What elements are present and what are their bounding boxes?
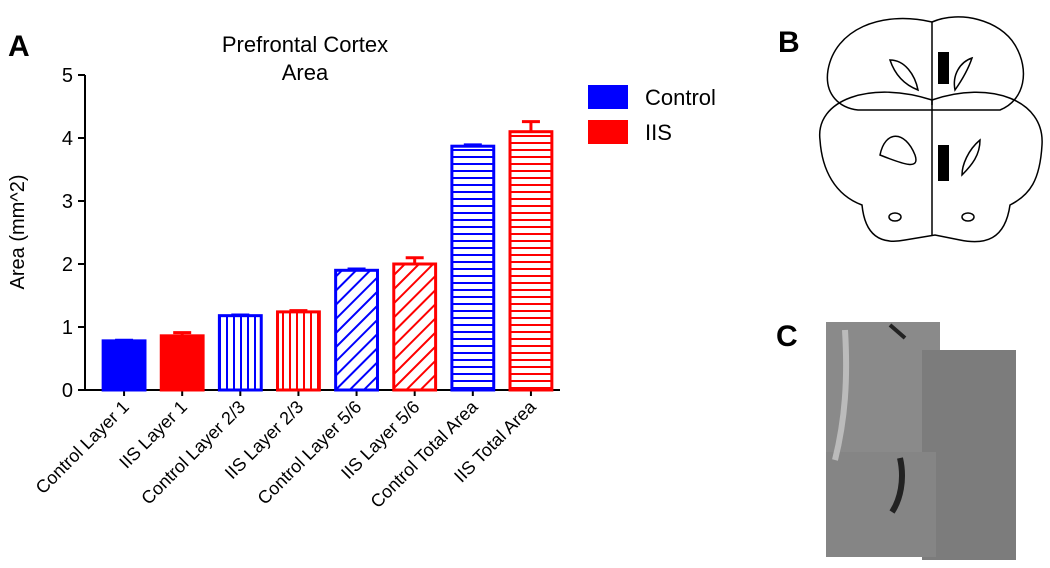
- y-axis-label: Area (mm^2): [7, 175, 29, 290]
- y-tick-label: 1: [62, 317, 73, 339]
- bar: [508, 130, 554, 392]
- x-tick-label: Control Layer 5/6: [254, 397, 366, 509]
- panel-label: B: [778, 26, 800, 59]
- bar: [101, 339, 147, 392]
- bar: [334, 268, 379, 392]
- legend-swatch: [588, 85, 628, 109]
- lesion-marker: [938, 145, 949, 181]
- y-tick-label: 5: [62, 65, 73, 87]
- y-tick-label: 3: [62, 191, 73, 213]
- lesion-marker: [938, 52, 949, 84]
- panel-label: A: [8, 30, 30, 63]
- y-tick-label: 2: [62, 254, 73, 276]
- x-tick-label: Control Layer 2/3: [137, 397, 249, 509]
- bar: [450, 144, 496, 392]
- legend-swatch: [588, 120, 628, 144]
- chart-title: Prefrontal Cortex: [222, 32, 388, 57]
- x-tick-label: Control Layer 1: [32, 397, 133, 498]
- legend-label: IIS: [645, 120, 672, 145]
- bar: [276, 310, 321, 392]
- bar: [392, 262, 438, 392]
- panel-label: C: [776, 320, 798, 353]
- bar: [217, 314, 263, 392]
- brain-diagram: [819, 16, 1043, 243]
- legend-label: Control: [645, 85, 716, 110]
- x-tick-label: Control Total Area: [367, 396, 483, 512]
- chart-title: Area: [282, 60, 329, 85]
- histology-image: [826, 322, 1016, 560]
- bar: [159, 334, 205, 392]
- y-tick-label: 0: [62, 380, 73, 402]
- y-tick-label: 4: [62, 128, 73, 150]
